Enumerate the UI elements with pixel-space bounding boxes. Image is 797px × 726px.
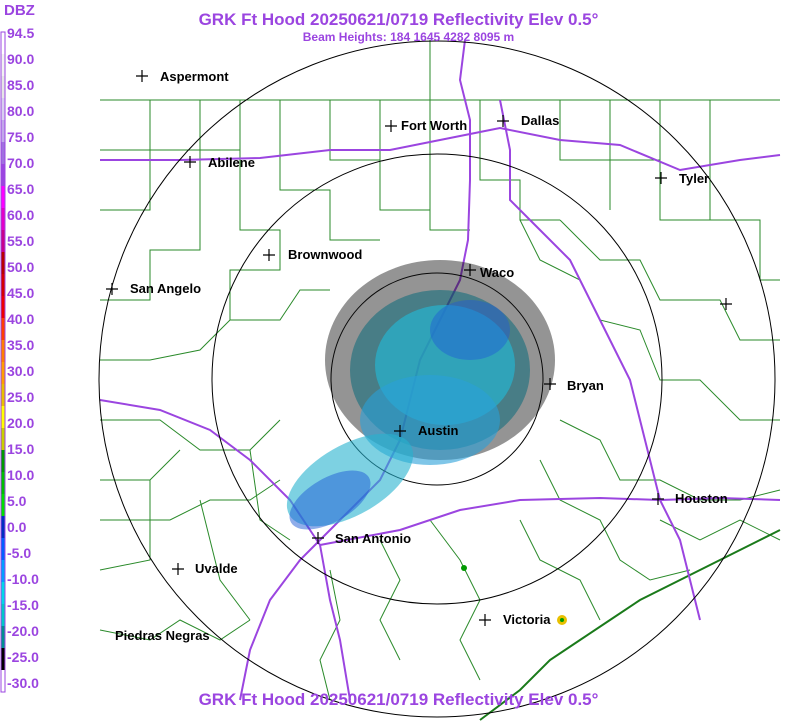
scale-tick-label: 40.0 xyxy=(7,311,35,327)
scale-swatch xyxy=(1,208,5,231)
scale-swatch xyxy=(1,406,5,429)
scale-tick-label: 35.0 xyxy=(7,337,35,353)
city-markers xyxy=(106,70,732,626)
scale-swatch xyxy=(1,186,5,209)
scale-swatch xyxy=(1,648,5,671)
scale-tick-label: 55.0 xyxy=(7,233,35,249)
scale-swatch xyxy=(1,274,5,297)
city-label-piedras-negras: Piedras Negras xyxy=(115,628,210,643)
scale-tick-label: 5.0 xyxy=(7,493,27,509)
city-label-victoria: Victoria xyxy=(503,612,551,627)
scale-tick-label: -5.0 xyxy=(7,545,32,561)
color-scale-bar xyxy=(0,31,6,693)
scale-swatch xyxy=(1,450,5,473)
scale-tick-label: 0.0 xyxy=(7,519,27,535)
scale-swatch xyxy=(1,384,5,407)
scale-swatch xyxy=(1,252,5,275)
footer-title: GRK Ft Hood 20250621/0719 Reflectivity E… xyxy=(198,690,599,709)
scale-tick-label: 65.0 xyxy=(7,181,35,197)
city-label-san-antonio: San Antonio xyxy=(335,531,411,546)
city-label-brownwood: Brownwood xyxy=(288,247,362,262)
scale-tick-label: -20.0 xyxy=(7,623,39,639)
scale-swatch xyxy=(1,318,5,341)
scale-swatch xyxy=(1,76,5,99)
scale-swatch xyxy=(1,516,5,539)
scale-tick-label: -15.0 xyxy=(7,597,39,613)
city-label-dallas: Dallas xyxy=(521,113,559,128)
city-label-waco: Waco xyxy=(480,265,514,280)
city-label-san-angelo: San Angelo xyxy=(130,281,201,296)
county-lines xyxy=(99,40,781,701)
scale-swatch xyxy=(1,142,5,165)
scale-tick-label: 50.0 xyxy=(7,259,35,275)
scale-tick-label: 25.0 xyxy=(7,389,35,405)
scale-swatch xyxy=(1,560,5,583)
range-rings xyxy=(98,40,776,718)
scale-tick-label: -10.0 xyxy=(7,571,39,587)
city-label-bryan: Bryan xyxy=(567,378,604,393)
scale-tick-label: 10.0 xyxy=(7,467,35,483)
city-label-houston: Houston xyxy=(675,491,728,506)
scale-tick-label: 90.0 xyxy=(7,51,35,67)
scale-tick-label: 75.0 xyxy=(7,129,35,145)
scale-swatch xyxy=(1,340,5,363)
dbz-unit-label: DBZ xyxy=(4,2,35,19)
page-title: GRK Ft Hood 20250621/0719 Reflectivity E… xyxy=(198,10,599,29)
scale-tick-label: 20.0 xyxy=(7,415,35,431)
reflectivity-echoes xyxy=(286,260,567,625)
scale-swatch xyxy=(1,296,5,319)
city-label-abilene: Abilene xyxy=(208,155,255,170)
scale-swatch xyxy=(1,604,5,627)
scale-swatch xyxy=(1,472,5,495)
scale-tick-label: 60.0 xyxy=(7,207,35,223)
scale-swatch xyxy=(1,120,5,143)
city-label-austin: Austin xyxy=(418,423,459,438)
scale-tick-label: -30.0 xyxy=(7,675,39,691)
city-label-aspermont: Aspermont xyxy=(160,69,229,84)
coastline xyxy=(479,529,781,721)
scale-tick-label: 94.5 xyxy=(7,25,35,41)
scale-tick-label: 85.0 xyxy=(7,77,35,93)
scale-swatch xyxy=(1,626,5,649)
scale-tick-label: 30.0 xyxy=(7,363,35,379)
city-label-fort-worth: Fort Worth xyxy=(401,118,467,133)
scale-tick-label: 80.0 xyxy=(7,103,35,119)
scale-tick-label: 70.0 xyxy=(7,155,35,171)
scale-swatch xyxy=(1,32,5,55)
scale-tick-label: -25.0 xyxy=(7,649,39,665)
city-label-uvalde: Uvalde xyxy=(195,561,238,576)
scale-swatch xyxy=(1,670,5,693)
scale-swatch xyxy=(1,164,5,187)
scale-swatch xyxy=(1,494,5,517)
city-label-tyler: Tyler xyxy=(679,171,709,186)
scale-swatch xyxy=(1,362,5,385)
scale-tick-label: 45.0 xyxy=(7,285,35,301)
scale-swatch xyxy=(1,230,5,253)
beam-heights-subtitle: Beam Heights: 184 1645 4282 8095 m xyxy=(302,30,515,44)
scale-swatch xyxy=(1,54,5,77)
scale-tick-label: 15.0 xyxy=(7,441,35,457)
scale-swatch xyxy=(1,538,5,561)
dbz-color-scale: DBZ 94.5 90.0 85.0 80.0 75.0 70.0 65.0 60.0 55.0… xyxy=(0,0,44,726)
scale-swatch xyxy=(1,428,5,451)
scale-swatch xyxy=(1,98,5,121)
scale-swatch xyxy=(1,582,5,605)
